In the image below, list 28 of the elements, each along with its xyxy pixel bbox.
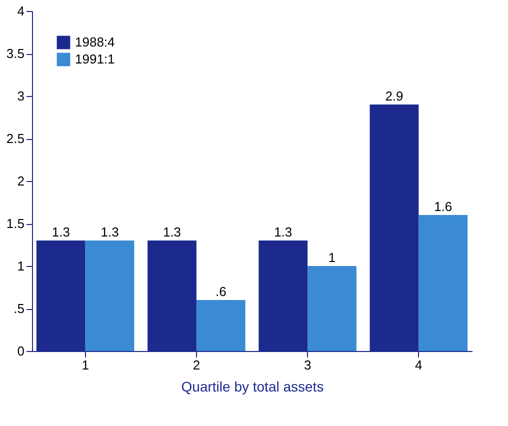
y-tick-label: 3.5 — [6, 46, 24, 61]
data-label: 1.3 — [162, 224, 182, 240]
x-axis-title: Quartile by total assets — [181, 378, 324, 394]
y-tick-label: 3 — [17, 88, 24, 104]
bar — [196, 300, 246, 351]
legend-label: 1988:4 — [75, 34, 115, 50]
bar — [418, 215, 468, 351]
data-label: 1 — [328, 250, 336, 265]
data-label: 2.9 — [385, 88, 404, 104]
x-tick-label: 4 — [415, 358, 422, 372]
data-label: 1.3 — [274, 224, 292, 240]
bar — [308, 266, 356, 351]
y-tick-label: 1.5 — [6, 216, 24, 231]
data-label: .6 — [215, 284, 226, 299]
y-tick-label: 4 — [17, 4, 24, 18]
y-tick-label: 2 — [17, 174, 24, 188]
y-tick-label: 2.5 — [6, 131, 24, 146]
data-label: 1.3 — [52, 224, 70, 240]
y-tick-label: 0 — [17, 344, 24, 358]
x-tick-label: 3 — [304, 358, 312, 372]
x-tick-label: 2 — [192, 358, 200, 372]
data-label: 1.3 — [100, 224, 119, 240]
y-tick-label: .5 — [14, 301, 24, 316]
data-label: 1.6 — [434, 199, 452, 214]
x-tick-label: 1 — [82, 358, 89, 372]
bar — [85, 240, 134, 351]
y-tick-label: 1 — [17, 258, 24, 274]
legend-label: 1991:1 — [75, 52, 115, 66]
